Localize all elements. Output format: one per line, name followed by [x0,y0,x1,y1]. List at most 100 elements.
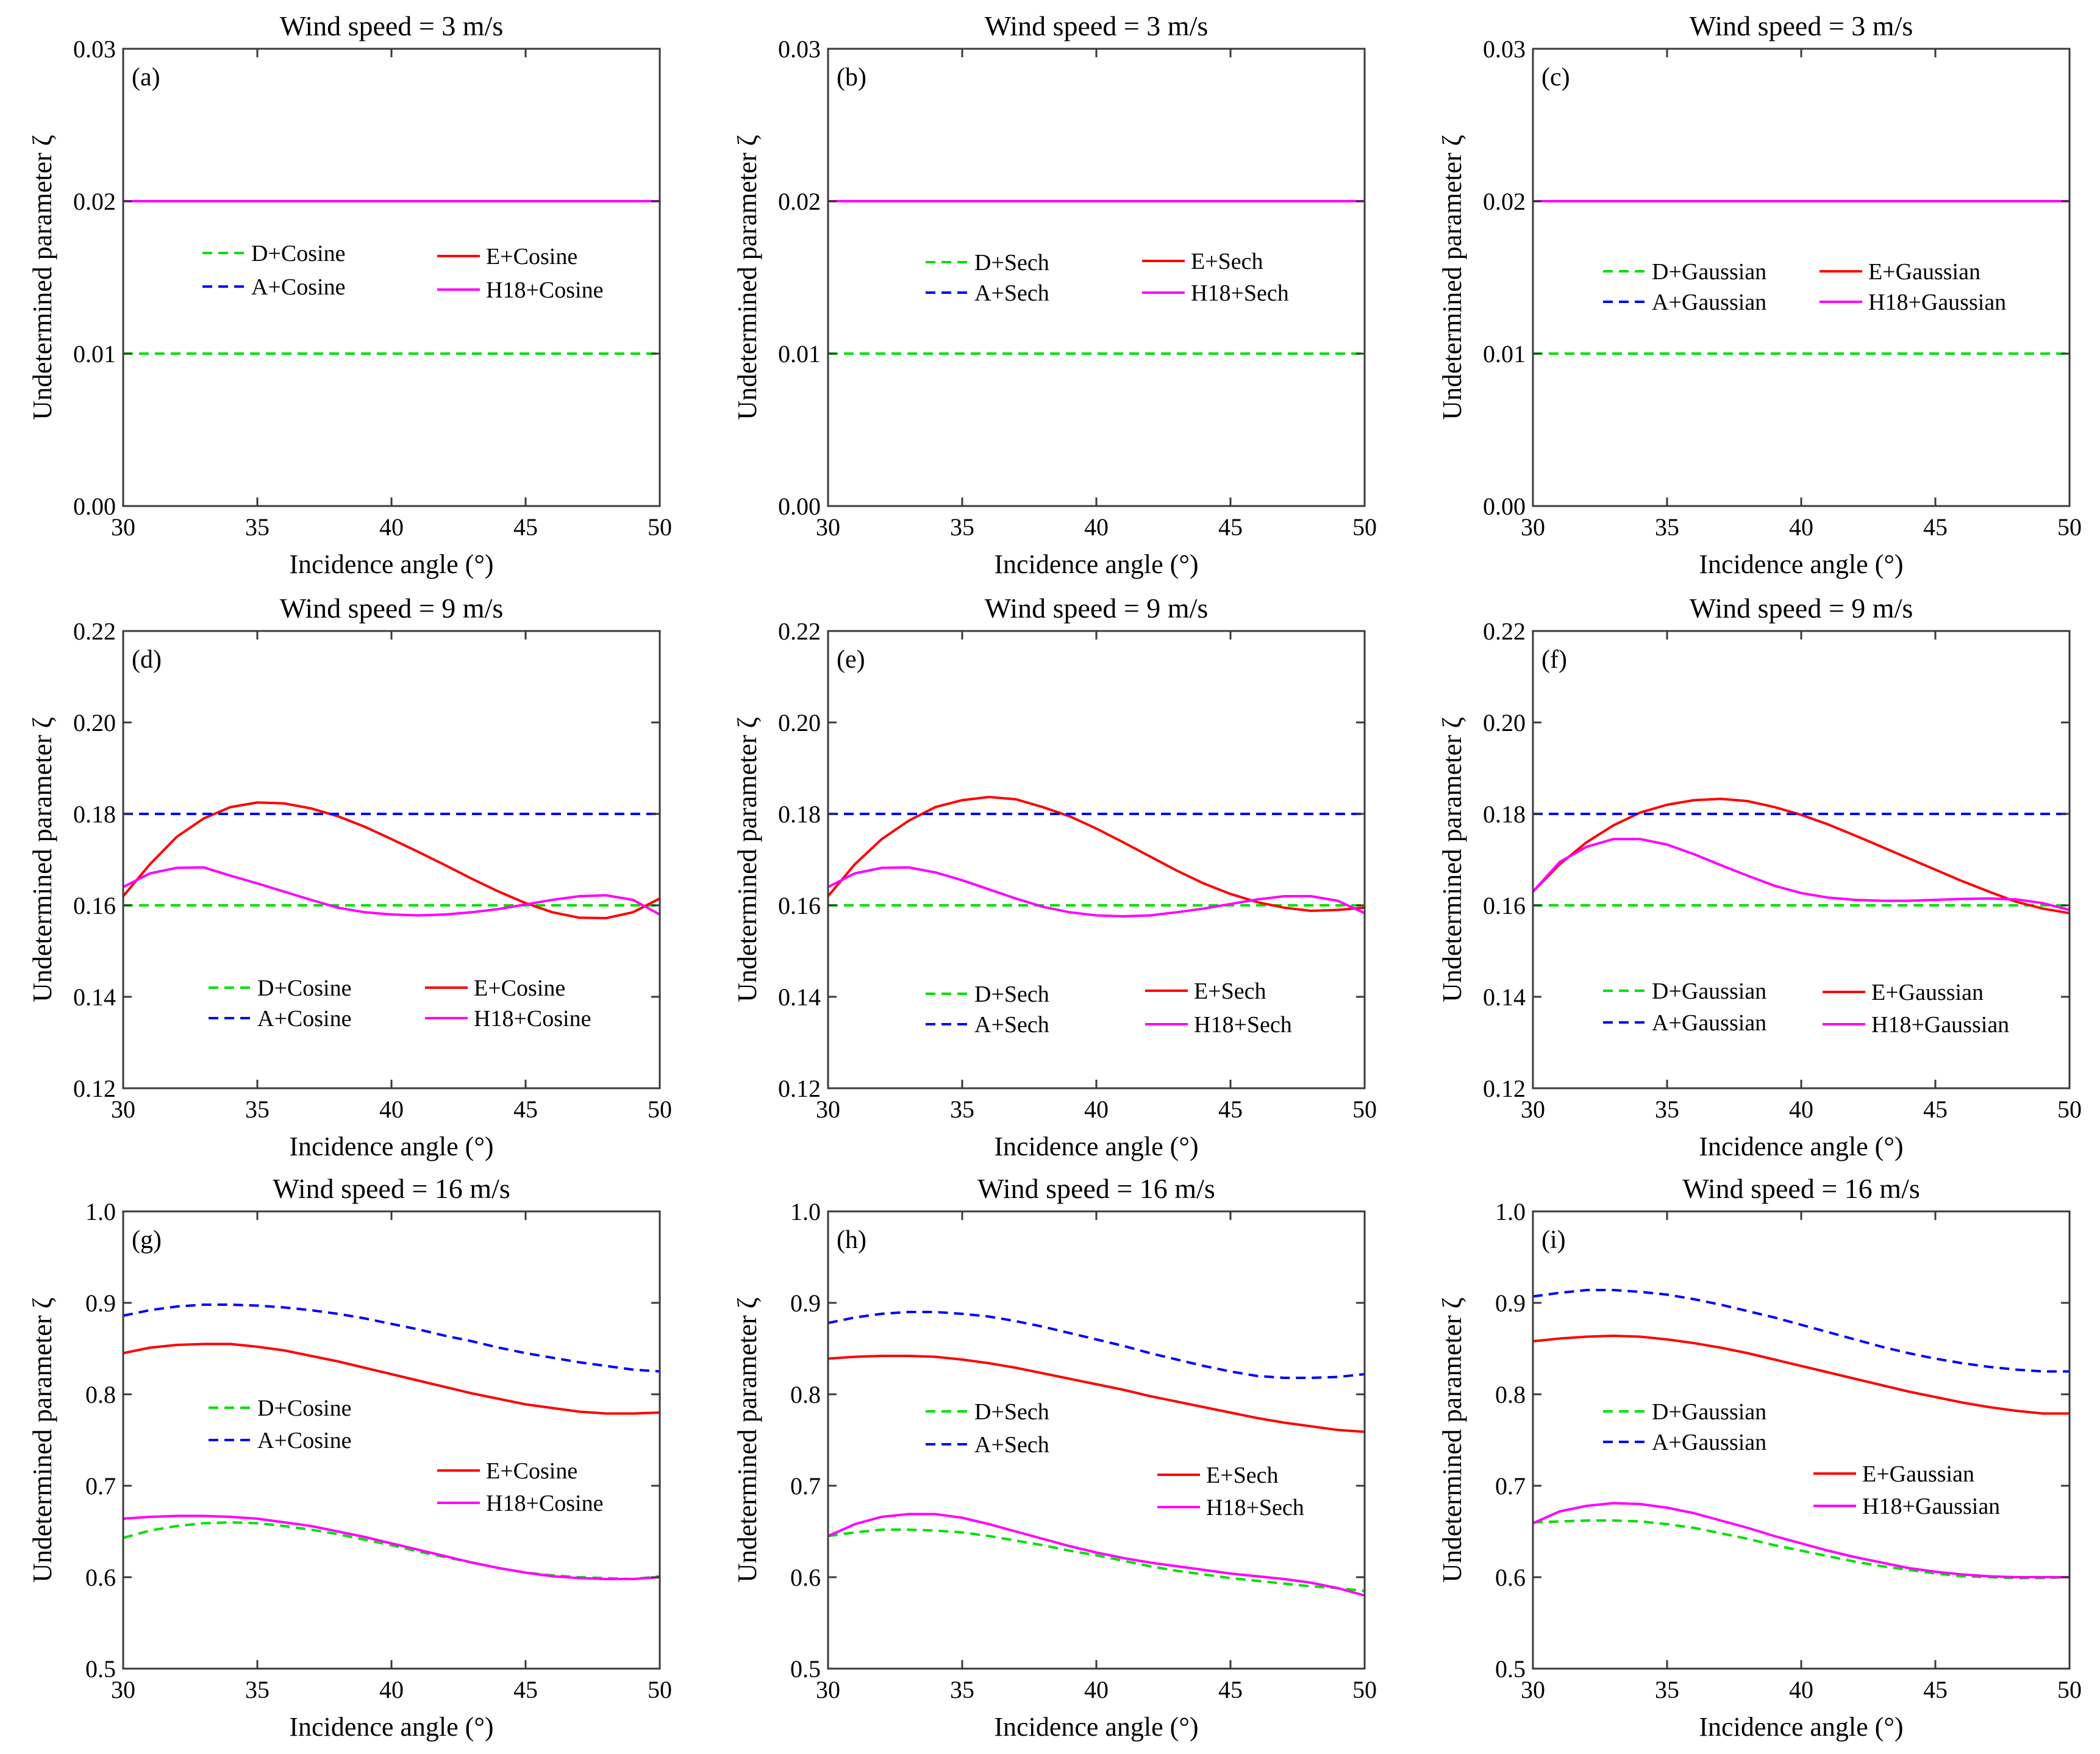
y-tick-label: 0.5 [1495,1655,1526,1683]
x-tick-label: 35 [950,513,974,541]
legend-label: A+Gaussian [1652,1430,1766,1455]
y-axis-label: Undetermined parameter ζ [1437,135,1467,420]
legend-label: E+Cosine [474,975,565,1001]
y-tick-label: 0.20 [1483,709,1526,736]
legend-label: E+Cosine [486,1458,577,1484]
series-line-d-sech [827,1528,1365,1592]
legend-label: H18+Gaussian [1862,1494,2000,1519]
x-tick-label: 35 [950,1096,974,1123]
x-tick-label: 50 [648,1096,672,1123]
x-tick-label: 35 [1655,1096,1679,1123]
legend-label: A+Cosine [257,1006,351,1032]
x-tick-label: 40 [1789,1096,1813,1123]
y-tick-label: 0.02 [73,188,116,215]
chart-panel-e: Wind speed = 9 m/s 30 35 40 45 50 0.12 0.14 0.16… [732,593,1377,1161]
y-tick-label: 0.22 [778,618,821,645]
series-line-e-cosine [122,801,660,920]
y-tick-label: 1.0 [85,1198,116,1225]
series-group [827,1311,1365,1597]
y-tick-label: 0.00 [73,493,116,520]
x-tick-label: 35 [1655,1676,1679,1703]
x-tick-label: 50 [1352,1096,1377,1123]
x-tick-label: 40 [1084,1676,1109,1703]
y-tick-label: 0.9 [1495,1289,1526,1317]
panel-tag: (d) [132,646,162,674]
y-tick-label: 0.20 [778,709,821,736]
x-tick-label: 30 [1521,513,1545,541]
y-tick-label: 0.18 [1483,800,1526,828]
series-line-a-gaussian [1532,1289,2070,1373]
legend: D+Gaussian E+Gaussian A+Gaussian H18+Gaussi… [1603,979,2009,1038]
y-tick-label: 0.00 [1483,493,1526,520]
panel-tag: (c) [1541,63,1570,91]
chart-panel-a: Wind speed = 3 m/s 30 35 40 45 50 0.00 0.01 0.02… [27,10,672,579]
legend-label: D+Cosine [257,1396,351,1421]
y-tick-label: 0.6 [85,1564,116,1591]
x-tick-label: 50 [2057,1676,2082,1703]
y-tick-label: 0.7 [790,1472,821,1500]
legend-label: E+Gaussian [1868,259,1980,285]
legend-label: H18+Sech [1191,280,1289,306]
x-tick-label: 50 [648,513,672,541]
y-axis-label: Undetermined parameter ζ [27,1297,57,1583]
y-tick-label: 0.03 [778,35,821,63]
series-group [828,200,1365,355]
legend-label: E+Sech [1206,1463,1279,1488]
y-axis-label: Undetermined parameter ζ [732,717,762,1002]
x-axis-label: Incidence angle (°) [1699,1712,1903,1742]
panel-title: Wind speed = 9 m/s [280,593,504,624]
legend-label: E+Gaussian [1871,980,1984,1005]
y-tick-label: 0.18 [778,800,821,828]
x-tick-label: 45 [1218,1096,1243,1123]
y-tick-label: 0.16 [73,892,116,919]
x-tick-label: 30 [111,1096,135,1123]
y-tick-label: 0.12 [778,1075,821,1102]
plot-frame [827,1210,1366,1670]
y-tick-label: 0.14 [1483,983,1526,1011]
series-line-e-sech [827,796,1365,913]
legend-label: D+Gaussian [1652,259,1766,285]
y-tick-label: 0.14 [778,983,821,1011]
y-axis-label: Undetermined parameter ζ [1437,717,1467,1002]
legend-label: E+Sech [1194,979,1266,1004]
y-tick-label: 0.6 [790,1564,821,1591]
x-tick-label: 45 [1923,1096,1948,1123]
series-line-d-cosine [123,1520,660,1581]
y-tick-label: 0.12 [1483,1075,1526,1102]
legend-label: D+Sech [974,250,1049,276]
y-tick-label: 0.5 [790,1655,821,1683]
y-tick-label: 0.16 [1483,892,1526,919]
x-axis-label: Incidence angle (°) [289,1132,493,1161]
panel-title: Wind speed = 9 m/s [985,593,1209,624]
y-tick-label: 0.01 [1483,340,1526,368]
x-tick-label: 35 [245,1676,270,1703]
panel-title: Wind speed = 3 m/s [985,10,1209,41]
legend-label: H18+Cosine [486,277,603,303]
legend: D+Gaussian E+Gaussian A+Gaussian H18+Gaussi… [1603,259,2006,315]
series-line-h18-cosine [123,866,660,917]
y-tick-label: 1.0 [1495,1198,1526,1225]
x-tick-label: 45 [1923,513,1948,541]
panel-tag: (g) [132,1226,162,1254]
legend-label: A+Cosine [257,1428,351,1453]
y-tick-label: 0.01 [778,340,821,368]
y-axis-label: Undetermined parameter ζ [27,135,57,420]
legend: D+Sech A+Sech E+Sech H18+Sech [926,1399,1304,1520]
x-tick-label: 35 [245,513,270,541]
y-tick-label: 0.8 [85,1381,116,1408]
panel-title: Wind speed = 16 m/s [1682,1173,1920,1204]
legend-label: A+Sech [974,280,1049,306]
series-line-h18-gaussian [1532,838,2070,911]
x-tick-label: 45 [513,1096,538,1123]
x-axis-label: Incidence angle (°) [1699,1132,1903,1161]
x-tick-label: 30 [816,1676,840,1703]
legend-label: A+Cosine [251,274,345,300]
plot-frame [1532,48,2071,507]
legend-label: A+Sech [974,1432,1049,1458]
y-tick-label: 0.8 [790,1381,821,1408]
panel-tag: (a) [132,63,160,91]
x-tick-label: 30 [1521,1676,1545,1703]
x-tick-label: 35 [245,1096,270,1123]
panel-title: Wind speed = 3 m/s [280,10,504,41]
